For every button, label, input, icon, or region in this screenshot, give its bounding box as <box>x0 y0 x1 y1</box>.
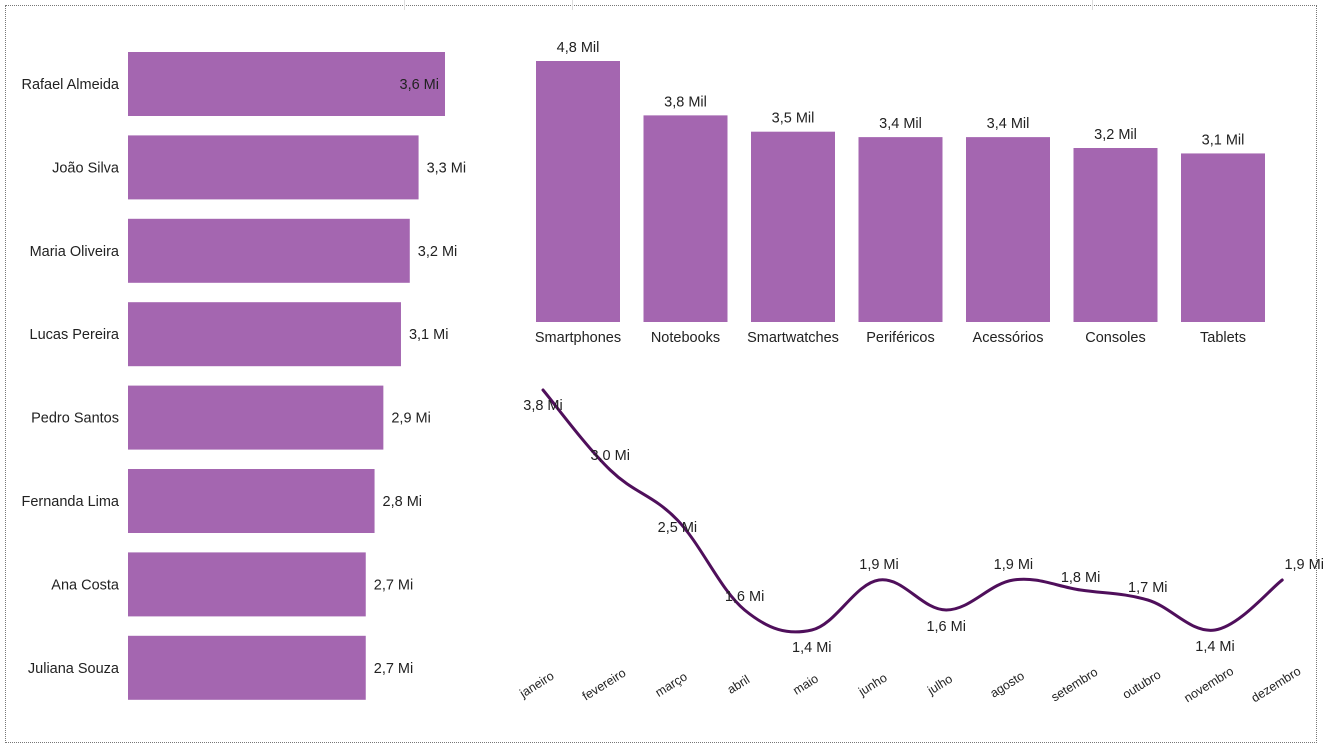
category-label: Smartphones <box>535 330 621 346</box>
x-tick-label: dezembro <box>1249 664 1304 705</box>
x-tick-label: junho <box>855 671 889 700</box>
x-tick-label: julho <box>924 672 955 698</box>
categories-bar-chart: 4,8 Mil Smartphones 3,8 Mil Notebooks 3,5 Mi… <box>535 40 1265 346</box>
top-tab-strip <box>6 0 1316 10</box>
data-label: 1,4 Mi <box>792 640 832 656</box>
data-label: 1,6 Mi <box>725 589 765 605</box>
data-label: 3,0 Mi <box>590 448 630 464</box>
bar <box>536 61 620 322</box>
category-label: Notebooks <box>651 330 720 346</box>
data-label: 3,5 Mil <box>772 111 815 127</box>
data-label: 2,5 Mi <box>658 520 698 536</box>
category-label: João Silva <box>52 160 120 176</box>
bar <box>643 115 728 322</box>
category-label: Fernanda Lima <box>21 494 119 510</box>
monthly-line-chart: 3,8 Mi 3,0 Mi 2,5 Mi 1,6 Mi 1,4 Mi 1,9 Mi 1,6 … <box>516 388 1323 705</box>
bar <box>128 552 366 617</box>
series-line <box>541 388 1284 634</box>
bar <box>128 218 410 283</box>
data-label: 2,7 Mi <box>374 661 414 677</box>
category-label: Tablets <box>1200 330 1246 346</box>
bar <box>128 302 401 367</box>
category-label: Lucas Pereira <box>30 327 120 343</box>
data-label: 3,6 Mi <box>400 77 440 93</box>
bar <box>128 469 375 533</box>
x-tick-label: maio <box>790 671 820 697</box>
x-tick-label: agosto <box>988 669 1027 701</box>
category-label: Smartwatches <box>747 330 839 346</box>
bar <box>751 131 835 322</box>
sellers-bar-chart: Rafael Almeida 3,6 Mi João Silva 3,3 Mi Mari… <box>21 52 466 700</box>
data-label: 1,9 Mi <box>859 557 899 573</box>
data-label: 3,1 Mil <box>1202 132 1245 148</box>
data-label: 1,6 Mi <box>926 619 966 635</box>
tab-divider <box>572 0 1093 10</box>
tab-divider <box>6 0 405 10</box>
category-label: Acessórios <box>973 330 1044 346</box>
bar <box>128 385 384 450</box>
bar <box>128 52 445 116</box>
data-label: 1,9 Mi <box>994 557 1034 573</box>
bar <box>128 635 366 700</box>
bar <box>858 137 943 322</box>
data-label: 3,1 Mi <box>409 327 449 343</box>
data-label: 3,8 Mil <box>664 94 707 110</box>
x-tick-label: abril <box>725 672 752 696</box>
category-label: Juliana Souza <box>28 661 120 677</box>
bar <box>1181 153 1265 322</box>
category-label: Periféricos <box>866 330 935 346</box>
data-label: 1,8 Mi <box>1061 570 1101 586</box>
data-label: 3,2 Mil <box>1094 127 1137 143</box>
data-label: 1,4 Mi <box>1195 639 1235 655</box>
data-label: 2,7 Mi <box>374 577 414 593</box>
bar <box>966 137 1050 322</box>
category-label: Pedro Santos <box>31 411 119 427</box>
x-tick-label: março <box>653 669 690 699</box>
data-label: 1,7 Mi <box>1128 580 1168 596</box>
x-tick-label: setembro <box>1049 665 1101 705</box>
x-tick-label: janeiro <box>516 669 556 701</box>
category-label: Rafael Almeida <box>21 77 119 93</box>
category-label: Ana Costa <box>51 577 120 593</box>
x-tick-label: outubro <box>1120 667 1163 701</box>
data-label: 3,2 Mi <box>418 244 458 260</box>
tab-divider <box>404 0 573 10</box>
data-label: 4,8 Mil <box>557 40 600 56</box>
data-label: 3,4 Mil <box>987 116 1030 132</box>
x-tick-label: novembro <box>1182 664 1237 705</box>
category-label: Consoles <box>1085 330 1145 346</box>
x-tick-label: fevereiro <box>580 666 629 704</box>
bar <box>128 135 419 200</box>
data-label: 2,9 Mi <box>391 411 431 427</box>
data-label: 3,4 Mil <box>879 116 922 132</box>
data-label: 3,3 Mi <box>427 160 467 176</box>
bar <box>1073 148 1158 322</box>
data-label: 1,9 Mi <box>1284 557 1323 573</box>
data-label: 3,8 Mi <box>523 398 563 414</box>
data-label: 2,8 Mi <box>383 494 423 510</box>
category-label: Maria Oliveira <box>30 244 120 260</box>
